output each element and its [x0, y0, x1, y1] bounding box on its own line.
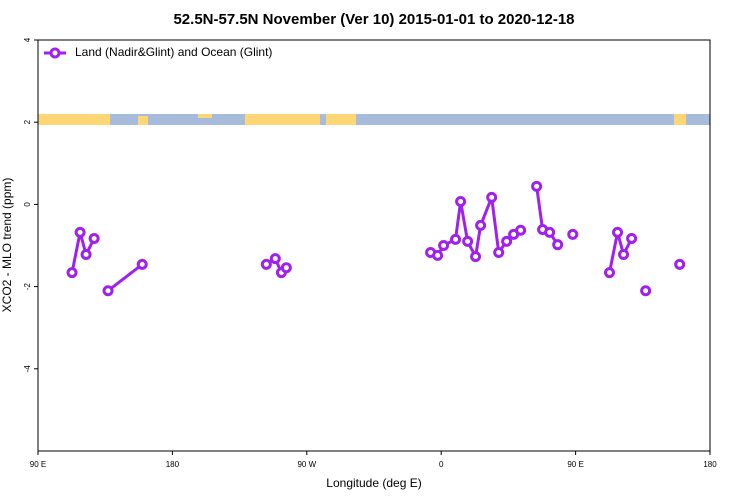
data-point — [544, 226, 556, 238]
data-point — [603, 267, 615, 279]
land-ocean-strip — [38, 114, 710, 125]
data-point — [455, 196, 467, 208]
data-point — [618, 249, 630, 261]
data-point — [66, 267, 78, 279]
data-point — [640, 285, 652, 297]
legend-label: Land (Nadir&Glint) and Ocean (Glint) — [75, 45, 272, 59]
y-tick-label: -2 — [23, 282, 32, 290]
x-tick-label: 90 E — [30, 460, 46, 469]
data-point — [493, 246, 505, 258]
data-point — [626, 233, 638, 245]
data-point — [74, 226, 86, 238]
data-point — [432, 249, 444, 261]
data-point — [269, 253, 281, 265]
x-tick-label: 180 — [166, 460, 180, 469]
data-point — [136, 258, 148, 270]
legend-marker — [49, 47, 61, 59]
data-point — [102, 285, 114, 297]
data-point — [486, 191, 498, 203]
data-point — [515, 224, 527, 236]
y-tick-label: 0 — [23, 202, 32, 207]
data-point — [450, 233, 462, 245]
data-point — [260, 258, 272, 270]
data-point — [88, 233, 100, 245]
x-tick-label: 180 — [703, 460, 717, 469]
chart-title: 52.5N-57.5N November (Ver 10) 2015-01-01… — [173, 11, 574, 28]
y-tick-label: -4 — [23, 365, 32, 373]
y-axis-label: XCO2 - MLO trend (ppm) — [0, 178, 14, 313]
x-tick-label: 0 — [439, 460, 444, 469]
x-tick-label: 90 E — [567, 460, 583, 469]
x-axis-label: Longitude (deg E) — [326, 476, 421, 490]
data-point — [674, 258, 686, 270]
data-point — [462, 235, 474, 247]
data-point — [438, 240, 450, 251]
data-line — [72, 186, 680, 290]
data-point — [475, 219, 487, 231]
data-point — [567, 228, 579, 240]
y-tick-label: 4 — [23, 37, 32, 42]
data-point — [80, 249, 92, 261]
data-point — [470, 251, 482, 263]
data-point — [280, 262, 292, 274]
data-point — [612, 226, 624, 238]
data-point — [552, 239, 564, 251]
y-tick-label: 2 — [23, 119, 32, 124]
data-point — [531, 180, 543, 192]
data-point — [501, 235, 513, 247]
x-tick-label: 90 W — [297, 460, 316, 469]
plot-frame — [37, 39, 711, 452]
